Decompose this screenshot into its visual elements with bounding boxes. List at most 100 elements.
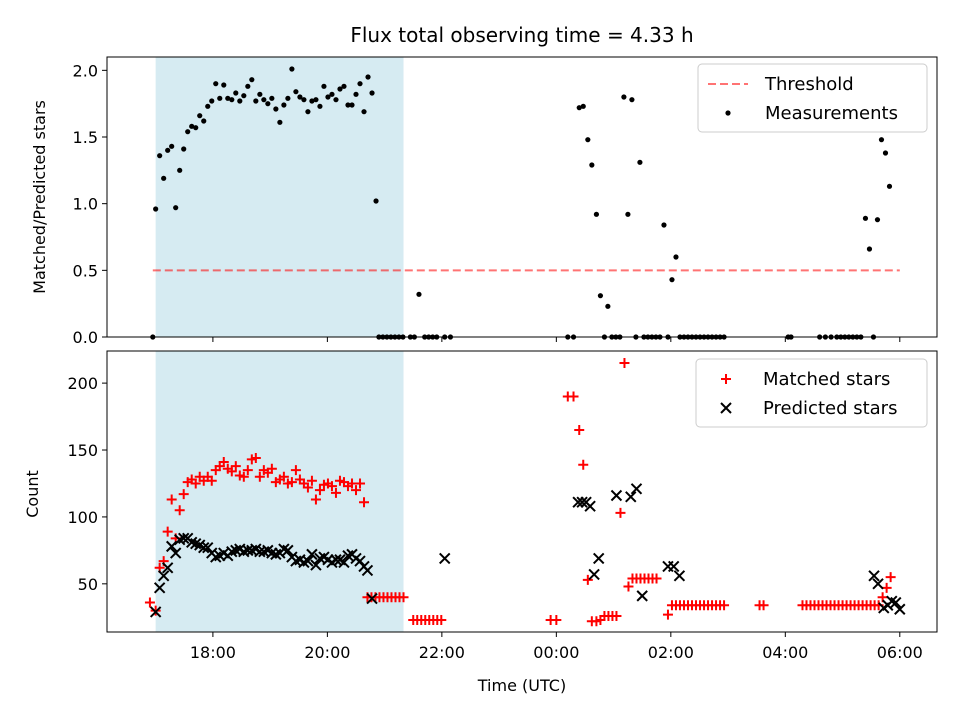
bottom-panel: 50 100 150 200 18:00 20:00 22:00 00:00 02:00 04:0…: [67, 350, 938, 662]
y-tick-label: 0.0: [73, 328, 98, 347]
data-point: [309, 98, 315, 104]
data-point: [266, 463, 277, 474]
data-point: [584, 500, 596, 512]
data-point: [245, 83, 251, 89]
data-point: [355, 478, 366, 489]
series-predicted-stars: [149, 483, 906, 618]
y-tick-label: 1.0: [73, 195, 98, 214]
top-y-axis-label: Matched/Predicted stars: [30, 100, 49, 294]
data-point: [206, 475, 217, 486]
y-tick-label: 100: [67, 508, 98, 527]
data-point: [589, 162, 595, 168]
data-point: [610, 489, 623, 502]
data-point: [576, 105, 582, 111]
data-point: [161, 175, 167, 181]
data-point: [302, 555, 314, 567]
data-point: [882, 150, 889, 156]
legend-dot-marker: [725, 110, 731, 116]
data-point: [254, 471, 265, 482]
data-point: [667, 560, 680, 573]
data-point: [153, 582, 166, 594]
data-point: [359, 497, 370, 508]
data-point: [157, 153, 163, 159]
data-point: [719, 600, 730, 611]
data-point: [285, 95, 291, 101]
data-point: [189, 123, 195, 129]
data-point: [229, 97, 235, 103]
y-tick-label: 200: [67, 374, 98, 393]
data-point: [273, 106, 279, 112]
data-point: [144, 597, 155, 608]
data-point: [257, 91, 263, 97]
data-point: [605, 303, 611, 309]
data-point: [862, 215, 869, 221]
data-point: [361, 564, 374, 577]
x-tick-label: 22:00: [419, 643, 465, 662]
data-point: [166, 494, 177, 505]
data-point: [185, 129, 191, 135]
x-tick-label: 02:00: [648, 643, 694, 662]
data-point: [588, 568, 600, 581]
data-point: [436, 614, 447, 625]
bottom-y-axis-label: Count: [23, 470, 42, 518]
data-point: [625, 211, 631, 217]
data-point: [153, 206, 159, 212]
data-point: [349, 102, 355, 108]
data-point: [282, 544, 294, 557]
data-point: [169, 143, 175, 149]
x-axis-label: Time (UTC): [477, 676, 566, 695]
data-point: [353, 91, 359, 97]
data-point: [293, 89, 299, 95]
data-point: [630, 483, 643, 495]
data-point: [580, 103, 586, 109]
data-point: [297, 94, 303, 100]
data-point: [250, 453, 261, 464]
data-point: [289, 66, 295, 72]
x-tick-label: 04:00: [762, 643, 808, 662]
data-point: [174, 505, 185, 516]
data-point: [253, 98, 259, 104]
data-point: [597, 293, 604, 299]
data-point: [637, 159, 643, 165]
data-point: [673, 570, 686, 582]
data-point: [237, 98, 243, 104]
data-point: [201, 118, 207, 124]
data-point: [330, 554, 342, 566]
axes-frame: [106, 56, 938, 338]
data-point: [181, 146, 187, 152]
data-point: [878, 137, 885, 143]
data-point: [439, 552, 451, 565]
x-tick-label: 06:00: [877, 643, 923, 662]
data-point: [178, 489, 189, 500]
data-point: [629, 97, 635, 103]
y-tick-label: 2.0: [73, 61, 98, 80]
data-point: [366, 592, 378, 605]
legend-box: [697, 63, 928, 133]
data-point: [306, 548, 318, 561]
data-point: [317, 103, 323, 109]
data-point: [890, 596, 902, 609]
legend-label: Matched stars: [763, 369, 890, 390]
data-point: [169, 547, 182, 559]
data-point: [162, 526, 173, 537]
data-point: [330, 487, 341, 498]
data-point: [592, 552, 605, 565]
data-point: [149, 606, 162, 618]
data-point: [190, 478, 201, 489]
data-point: [365, 74, 371, 80]
data-point: [894, 603, 906, 615]
data-point: [161, 562, 174, 574]
data-point: [269, 95, 275, 101]
data-point: [314, 485, 325, 496]
legend-box: [695, 358, 928, 428]
data-point: [611, 610, 622, 621]
data-point: [623, 581, 634, 592]
data-point: [578, 459, 589, 470]
data-point: [585, 137, 591, 143]
data-point: [758, 600, 769, 611]
y-tick-label: 150: [67, 441, 98, 460]
data-point: [165, 147, 171, 153]
data-point: [306, 475, 317, 486]
data-point: [265, 101, 271, 107]
